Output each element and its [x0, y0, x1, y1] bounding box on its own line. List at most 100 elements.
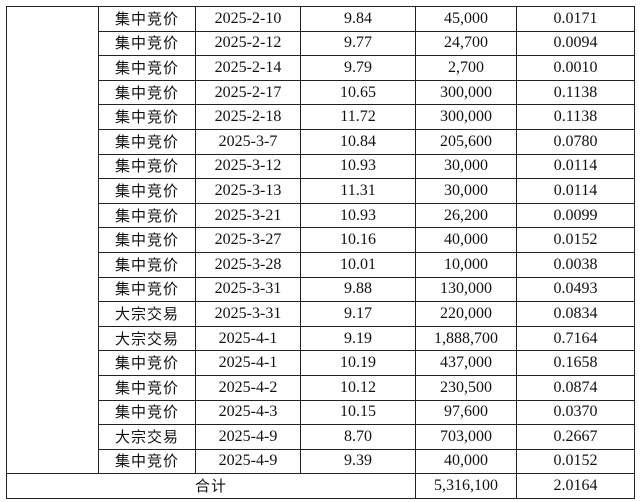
cell-price: 8.70 — [300, 424, 416, 450]
cell-shares: 300,000 — [415, 79, 517, 106]
cell-method: 集中竞价 — [98, 128, 196, 155]
cell-shares: 10,000 — [415, 251, 517, 278]
table-row: 集中竞价 2025-2-18 11.72 300,000 0.1138 — [7, 104, 635, 130]
cell-date: 2025-2-18 — [195, 104, 301, 130]
cell-ratio: 0.0114 — [516, 178, 635, 204]
cell-method: 集中竞价 — [98, 30, 196, 57]
table-row: 集中竞价 2025-4-3 10.15 97,600 0.0370 — [7, 399, 635, 426]
cell-ratio: 0.0370 — [516, 399, 635, 426]
cell-method: 集中竞价 — [98, 79, 196, 106]
cell-price: 10.65 — [300, 79, 416, 106]
cell-method: 集中竞价 — [98, 374, 196, 401]
cell-date: 2025-3-27 — [195, 227, 301, 253]
cell-price: 10.12 — [300, 374, 416, 401]
cell-date: 2025-4-2 — [195, 374, 301, 401]
merged-holder-cell — [6, 5, 99, 475]
cell-price: 9.39 — [300, 448, 416, 475]
cell-price: 9.84 — [300, 6, 416, 32]
cell-method: 集中竞价 — [98, 6, 196, 32]
table-row: 大宗交易 2025-4-1 9.19 1,888,700 0.7164 — [7, 325, 635, 352]
cell-ratio: 0.0038 — [516, 251, 635, 278]
cell-date: 2025-2-14 — [195, 55, 301, 81]
table-row: 集中竞价 2025-2-14 9.79 2,700 0.0010 — [7, 55, 635, 81]
cell-ratio: 0.0094 — [516, 30, 635, 57]
table-row: 集中竞价 2025-3-12 10.93 30,000 0.0114 — [7, 153, 635, 180]
cell-ratio: 0.0010 — [516, 55, 635, 81]
cell-shares: 220,000 — [415, 301, 517, 327]
cell-price: 9.17 — [300, 301, 416, 327]
cell-shares: 97,600 — [415, 399, 517, 426]
cell-date: 2025-4-1 — [195, 325, 301, 352]
cell-shares: 1,888,700 — [415, 325, 517, 352]
cell-date: 2025-3-12 — [195, 153, 301, 180]
cell-shares: 2,700 — [415, 55, 517, 81]
cell-ratio: 0.0099 — [516, 202, 635, 229]
cell-date: 2025-2-12 — [195, 30, 301, 57]
cell-ratio: 0.0874 — [516, 374, 635, 401]
cell-ratio: 0.0114 — [516, 153, 635, 180]
cell-date: 2025-4-9 — [195, 424, 301, 450]
cell-method: 集中竞价 — [98, 55, 196, 81]
cell-ratio: 0.1138 — [516, 104, 635, 130]
cell-method: 大宗交易 — [98, 301, 196, 327]
cell-date: 2025-4-3 — [195, 399, 301, 426]
cell-shares: 300,000 — [415, 104, 517, 130]
cell-date: 2025-3-28 — [195, 251, 301, 278]
cell-price: 10.15 — [300, 399, 416, 426]
cell-date: 2025-2-17 — [195, 79, 301, 106]
cell-method: 集中竞价 — [98, 153, 196, 180]
cell-method: 集中竞价 — [98, 227, 196, 253]
table-row: 集中竞价 2025-4-9 9.39 40,000 0.0152 — [7, 448, 635, 475]
total-shares: 5,316,100 — [415, 473, 517, 499]
cell-shares: 205,600 — [415, 128, 517, 155]
cell-shares: 24,700 — [415, 30, 517, 57]
cell-date: 2025-3-31 — [195, 301, 301, 327]
table-row: 集中竞价 2025-2-10 9.84 45,000 0.0171 — [6, 5, 635, 475]
cell-price: 11.31 — [300, 178, 416, 204]
table-row: 集中竞价 2025-3-27 10.16 40,000 0.0152 — [7, 227, 635, 253]
cell-shares: 130,000 — [415, 276, 517, 303]
cell-price: 10.01 — [300, 251, 416, 278]
table-row: 集中竞价 2025-4-1 10.19 437,000 0.1658 — [7, 350, 635, 376]
cell-shares: 30,000 — [415, 178, 517, 204]
cell-date: 2025-4-9 — [195, 448, 301, 475]
cell-price: 9.88 — [300, 276, 416, 303]
cell-shares: 437,000 — [415, 350, 517, 376]
table-row: 集中竞价 2025-4-2 10.12 230,500 0.0874 — [7, 374, 635, 401]
cell-method: 集中竞价 — [98, 399, 196, 426]
cell-price: 9.77 — [300, 30, 416, 57]
cell-method: 大宗交易 — [98, 325, 196, 352]
cell-method: 集中竞价 — [98, 251, 196, 278]
cell-ratio: 0.0152 — [516, 227, 635, 253]
cell-method: 大宗交易 — [98, 424, 196, 450]
table-row: 集中竞价 2025-3-7 10.84 205,600 0.0780 — [7, 128, 635, 155]
cell-price: 10.16 — [300, 227, 416, 253]
cell-ratio: 0.0780 — [516, 128, 635, 155]
cell-price: 11.72 — [300, 104, 416, 130]
cell-shares: 45,000 — [415, 6, 517, 32]
table-row: 大宗交易 2025-4-9 8.70 703,000 0.2667 — [7, 424, 635, 450]
cell-shares: 26,200 — [415, 202, 517, 229]
cell-method: 集中竞价 — [98, 276, 196, 303]
total-label: 合计 — [6, 473, 416, 499]
cell-date: 2025-3-31 — [195, 276, 301, 303]
cell-method: 集中竞价 — [98, 202, 196, 229]
cell-method: 集中竞价 — [98, 178, 196, 204]
cell-ratio: 0.2667 — [516, 424, 635, 450]
cell-method: 集中竞价 — [98, 104, 196, 130]
table-row: 集中竞价 2025-3-21 10.93 26,200 0.0099 — [7, 202, 635, 229]
cell-ratio: 0.0834 — [516, 301, 635, 327]
table-row: 集中竞价 2025-3-28 10.01 10,000 0.0038 — [7, 251, 635, 278]
cell-shares: 40,000 — [415, 227, 517, 253]
cell-date: 2025-3-13 — [195, 178, 301, 204]
table-row: 大宗交易 2025-3-31 9.17 220,000 0.0834 — [7, 301, 635, 327]
cell-shares: 703,000 — [415, 424, 517, 450]
cell-shares: 30,000 — [415, 153, 517, 180]
cell-ratio: 0.0493 — [516, 276, 635, 303]
cell-price: 10.19 — [300, 350, 416, 376]
cell-shares: 230,500 — [415, 374, 517, 401]
cell-price: 10.93 — [300, 153, 416, 180]
total-ratio: 2.0164 — [516, 473, 635, 499]
cell-method: 集中竞价 — [98, 350, 196, 376]
cell-ratio: 0.1138 — [516, 79, 635, 106]
